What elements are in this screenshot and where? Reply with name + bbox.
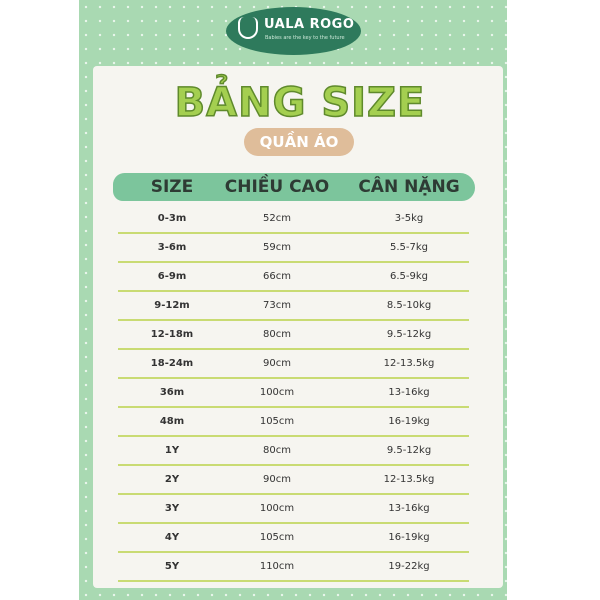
cell-weight: 6.5-9kg: [389, 271, 428, 282]
row-divider: [118, 464, 469, 466]
cell-height: 80cm: [263, 329, 291, 340]
table-row: 5Y 110cm 19-22kg: [0, 552, 600, 582]
cell-size: 2Y: [164, 474, 180, 485]
subtitle-badge: QUẦN ÁO: [244, 128, 354, 156]
row-divider: [118, 406, 469, 408]
cell-size: 9-12m: [154, 300, 190, 311]
cell-weight: 8.5-10kg: [386, 300, 432, 311]
table-row: 2Y 90cm 12-13.5kg: [0, 465, 600, 495]
cell-size: 18-24m: [150, 358, 194, 369]
table-row: 0-3m 52cm 3-5kg: [0, 204, 600, 234]
page-title: BẢNG SIZE: [174, 79, 426, 127]
cell-weight: 3-5kg: [394, 213, 424, 224]
cell-size: 3Y: [164, 503, 180, 514]
header-weight: CÂN NẶNG: [358, 177, 460, 197]
cell-weight: 13-16kg: [388, 387, 430, 398]
row-divider: [118, 493, 469, 495]
cell-height: 100cm: [259, 387, 295, 398]
logo-mark-icon: [238, 17, 258, 39]
cell-height: 90cm: [263, 474, 291, 485]
table-row: 1Y 80cm 9.5-12kg: [0, 436, 600, 466]
row-divider: [118, 290, 469, 292]
cell-weight: 9.5-12kg: [386, 329, 432, 340]
row-divider: [118, 551, 469, 553]
cell-size: 12-18m: [150, 329, 194, 340]
cell-size: 4Y: [164, 532, 180, 543]
row-divider: [118, 261, 469, 263]
row-divider: [118, 377, 469, 379]
row-divider: [118, 580, 469, 582]
table-row: 36m 100cm 13-16kg: [0, 378, 600, 408]
table-row: 9-12m 73cm 8.5-10kg: [0, 291, 600, 321]
cell-height: 100cm: [259, 503, 295, 514]
cell-height: 105cm: [259, 532, 295, 543]
cell-size: 0-3m: [157, 213, 187, 224]
cell-weight: 13-16kg: [388, 503, 430, 514]
table-row: 6-9m 66cm 6.5-9kg: [0, 262, 600, 292]
table-row: 48m 105cm 16-19kg: [0, 407, 600, 437]
cell-weight: 16-19kg: [388, 416, 430, 427]
cell-size: 6-9m: [157, 271, 187, 282]
cell-size: 48m: [159, 416, 185, 427]
header-size: SIZE: [150, 177, 194, 197]
cell-weight: 19-22kg: [388, 561, 430, 572]
table-row: 12-18m 80cm 9.5-12kg: [0, 320, 600, 350]
cell-height: 66cm: [263, 271, 291, 282]
table-row: 18-24m 90cm 12-13.5kg: [0, 349, 600, 379]
table-header: SIZE CHIỀU CAO CÂN NẶNG: [113, 173, 475, 201]
row-divider: [118, 319, 469, 321]
cell-height: 73cm: [263, 300, 291, 311]
table-row: 3-6m 59cm 5.5-7kg: [0, 233, 600, 263]
header-height: CHIỀU CAO: [224, 177, 330, 197]
cell-height: 52cm: [263, 213, 291, 224]
cell-height: 59cm: [263, 242, 291, 253]
cell-size: 1Y: [164, 445, 180, 456]
table-row: 3Y 100cm 13-16kg: [0, 494, 600, 524]
row-divider: [118, 348, 469, 350]
brand-logo: UALA ROGO Babies are the key to the futu…: [226, 7, 361, 55]
row-divider: [118, 232, 469, 234]
cell-height: 90cm: [263, 358, 291, 369]
brand-name: UALA ROGO: [264, 17, 355, 32]
cell-weight: 12-13.5kg: [383, 474, 435, 485]
cell-size: 5Y: [164, 561, 180, 572]
table-row: 4Y 105cm 16-19kg: [0, 523, 600, 553]
row-divider: [118, 522, 469, 524]
cell-weight: 16-19kg: [388, 532, 430, 543]
cell-size: 36m: [159, 387, 185, 398]
cell-weight: 5.5-7kg: [389, 242, 428, 253]
cell-height: 80cm: [263, 445, 291, 456]
cell-weight: 9.5-12kg: [386, 445, 432, 456]
brand-tagline: Babies are the key to the future: [265, 35, 345, 41]
cell-size: 3-6m: [157, 242, 187, 253]
cell-height: 105cm: [259, 416, 295, 427]
row-divider: [118, 435, 469, 437]
cell-height: 110cm: [259, 561, 295, 572]
cell-weight: 12-13.5kg: [383, 358, 435, 369]
